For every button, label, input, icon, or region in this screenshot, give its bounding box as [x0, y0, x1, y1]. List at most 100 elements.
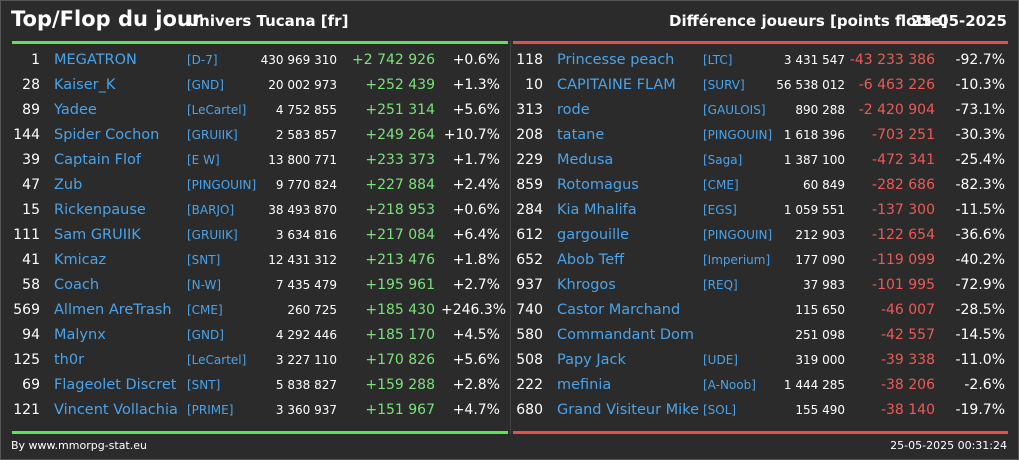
alliance-tag-link[interactable]: [Imperium]: [703, 253, 771, 267]
player-name-link[interactable]: Rickenpause: [54, 202, 146, 218]
rank-cell: 125: [13, 352, 40, 368]
percent-cell: +5.6%: [452, 352, 500, 368]
player-name-link[interactable]: CAPITAINE FLAM: [557, 77, 676, 93]
diff-cell: +233 373: [365, 152, 435, 168]
percent-cell: +6.4%: [452, 227, 500, 243]
alliance-tag-link[interactable]: [SOL]: [703, 403, 737, 417]
player-name-link[interactable]: Khrogos: [557, 277, 616, 293]
rank-cell: 937: [516, 277, 543, 293]
player-name-link[interactable]: Yadee: [54, 102, 97, 118]
alliance-tag-link[interactable]: [PRIME]: [187, 403, 234, 417]
rank-cell: 47: [22, 177, 40, 193]
alliance-tag-link[interactable]: [PINGOUIN]: [703, 128, 773, 142]
points-cell: 3 360 937: [275, 403, 337, 417]
alliance-tag-link[interactable]: [BARJO]: [187, 203, 235, 217]
player-name-link[interactable]: Malynx: [54, 327, 106, 343]
alliance-tag-link[interactable]: [LeCartel]: [187, 103, 247, 117]
rank-cell: 28: [22, 77, 40, 93]
metric-label: Différence joueurs [points flotte]: [669, 12, 948, 30]
player-name-link[interactable]: Spider Cochon: [54, 127, 160, 143]
player-name-link[interactable]: Vincent Vollachia: [54, 402, 178, 418]
points-cell: 20 002 973: [268, 78, 337, 92]
player-name-link[interactable]: mefinia: [557, 377, 612, 393]
player-name-link[interactable]: Coach: [54, 277, 100, 293]
player-name-link[interactable]: Castor Marchand: [557, 302, 681, 318]
rank-cell: 740: [516, 302, 543, 318]
alliance-tag-link[interactable]: [PINGOUIN]: [703, 228, 773, 242]
alliance-tag-link[interactable]: [D-7]: [187, 53, 218, 67]
alliance-tag-link[interactable]: [GRUIIK]: [187, 228, 238, 242]
player-name-link[interactable]: Abob Teff: [557, 252, 625, 268]
player-name-link[interactable]: Kmicaz: [54, 252, 107, 268]
player-name-link[interactable]: MEGATRON: [54, 52, 137, 68]
alliance-tag-link[interactable]: [N-W]: [187, 278, 222, 292]
player-name-link[interactable]: Zub: [54, 177, 83, 193]
percent-cell: -19.7%: [955, 402, 1005, 418]
diff-cell: +159 288: [365, 377, 435, 393]
rank-cell: 89: [22, 102, 40, 118]
alliance-tag-link[interactable]: [REQ]: [703, 278, 738, 292]
percent-cell: +4.5%: [452, 327, 500, 343]
points-cell: 60 849: [803, 178, 845, 192]
alliance-tag-link[interactable]: [GND]: [187, 78, 224, 92]
player-name-link[interactable]: Kia Mhalifa: [557, 202, 637, 218]
alliance-tag-link[interactable]: [UDE]: [703, 353, 738, 367]
player-name-link[interactable]: tatane: [557, 127, 605, 143]
alliance-tag-link[interactable]: [SURV]: [703, 78, 745, 92]
alliance-tag-link[interactable]: [PINGOUIN]: [187, 178, 257, 192]
diff-cell: +185 170: [365, 327, 435, 343]
percent-cell: +1.3%: [452, 77, 500, 93]
points-cell: 890 288: [795, 103, 845, 117]
source-link[interactable]: By www.mmorpg-stat.eu: [11, 439, 147, 452]
alliance-tag-link[interactable]: [LeCartel]: [187, 353, 247, 367]
points-cell: 251 098: [795, 328, 845, 342]
diff-cell: -42 557: [880, 327, 935, 343]
alliance-tag-link[interactable]: [SNT]: [187, 378, 221, 392]
alliance-tag-link[interactable]: [Saga]: [703, 153, 743, 167]
player-name-link[interactable]: Commandant Dom: [557, 327, 695, 343]
alliance-tag-link[interactable]: [GRUIIK]: [187, 128, 238, 142]
timestamp: 25-05-2025 00:31:24: [890, 439, 1007, 452]
rank-cell: 41: [22, 252, 40, 268]
rank-cell: 508: [516, 352, 543, 368]
percent-cell: -36.6%: [955, 227, 1005, 243]
player-name-link[interactable]: Princesse peach: [557, 52, 675, 68]
player-name-link[interactable]: th0r: [54, 352, 85, 368]
player-name-link[interactable]: Flageolet Discret: [54, 377, 177, 393]
alliance-tag-link[interactable]: [CME]: [187, 303, 223, 317]
rank-cell: 313: [516, 102, 543, 118]
diff-cell: +213 476: [365, 252, 435, 268]
rank-cell: 652: [516, 252, 543, 268]
player-name-link[interactable]: Captain Flof: [54, 152, 141, 168]
alliance-tag-link[interactable]: [CME]: [703, 178, 739, 192]
player-name-link[interactable]: Kaiser_K: [54, 77, 116, 93]
points-cell: 1 444 285: [783, 378, 845, 392]
alliance-tag-link[interactable]: [E W]: [187, 153, 220, 167]
alliance-tag-link[interactable]: [GND]: [187, 328, 224, 342]
alliance-tag-link[interactable]: [A-Noob]: [703, 378, 756, 392]
percent-cell: +246.3%: [441, 302, 507, 318]
alliance-tag-link[interactable]: [LTC]: [703, 53, 733, 67]
diff-cell: +251 314: [365, 102, 435, 118]
percent-cell: -82.3%: [955, 177, 1005, 193]
alliance-tag-link[interactable]: [SNT]: [187, 253, 221, 267]
alliance-tag-link[interactable]: [EGS]: [703, 203, 737, 217]
rank-cell: 69: [22, 377, 40, 393]
column-divider: [510, 41, 511, 434]
player-name-link[interactable]: Sam GRUIIK: [54, 227, 141, 243]
percent-cell: -40.2%: [955, 252, 1005, 268]
rank-cell: 680: [516, 402, 543, 418]
alliance-tag-link[interactable]: [GAULOIS]: [703, 103, 766, 117]
player-name-link[interactable]: Grand Visiteur Mike: [557, 402, 700, 418]
rank-cell: 118: [516, 52, 543, 68]
player-name-link[interactable]: Papy Jack: [557, 352, 626, 368]
points-cell: 5 838 827: [275, 378, 337, 392]
player-name-link[interactable]: Medusa: [557, 152, 614, 168]
player-name-link[interactable]: Allmen AreTrash: [54, 302, 172, 318]
player-name-link[interactable]: gargouille: [557, 227, 630, 243]
player-name-link[interactable]: rode: [557, 102, 590, 118]
percent-cell: +10.7%: [443, 127, 500, 143]
player-name-link[interactable]: Rotomagus: [557, 177, 639, 193]
diff-cell: -472 341: [872, 152, 935, 168]
top-divider-red: [513, 41, 1008, 44]
